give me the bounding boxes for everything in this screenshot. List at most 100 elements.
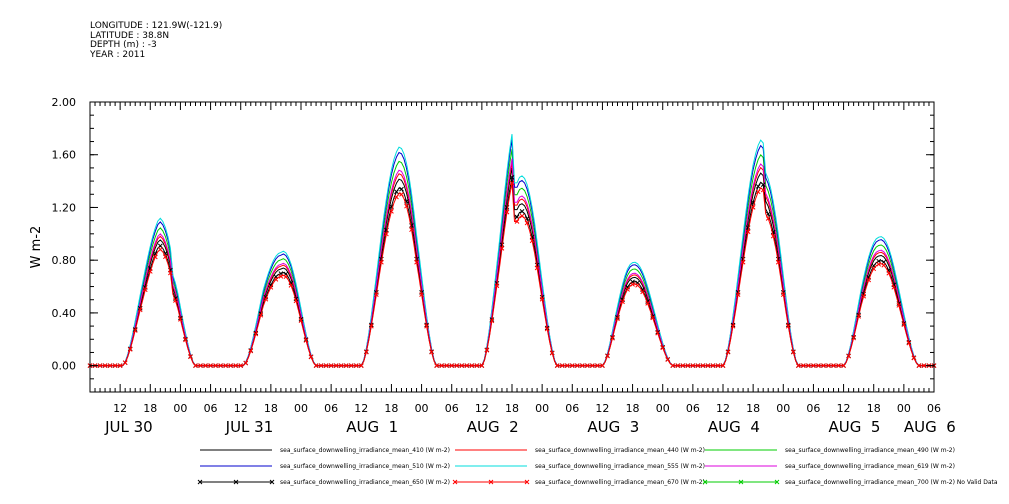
series-point — [906, 340, 912, 346]
series-point — [796, 363, 801, 368]
x-date-label: JUL 31 — [225, 418, 274, 436]
series-point — [203, 363, 208, 368]
series-point — [338, 363, 344, 368]
series-point — [439, 363, 445, 368]
series-point — [399, 186, 404, 192]
legend-marker — [702, 479, 708, 485]
series-point — [559, 363, 565, 368]
series-point — [218, 363, 223, 368]
series-point — [735, 292, 741, 297]
series-point — [379, 259, 384, 265]
legend-label: sea_surface_downwelling_irradiance_mean_… — [280, 463, 450, 470]
series-point — [509, 175, 515, 180]
series-point — [107, 363, 113, 368]
depth-label: DEPTH (m) : -3 — [90, 40, 157, 50]
series-point — [826, 363, 831, 368]
x-tick-label: 18 — [867, 402, 881, 415]
series-point — [404, 203, 409, 209]
series-point — [238, 363, 244, 368]
series-point — [328, 363, 334, 368]
series-point — [459, 363, 465, 368]
series-point — [273, 277, 279, 282]
series-point — [424, 323, 429, 329]
legend-label: sea_surface_downwelling_irradiance_mean_… — [280, 479, 450, 486]
series-line — [90, 182, 934, 367]
x-tick-label: 06 — [565, 402, 579, 415]
series-point — [213, 363, 218, 368]
legend: sea_surface_downwelling_irradiance_mean_… — [197, 447, 998, 486]
series-point — [168, 270, 173, 276]
series-point — [137, 307, 143, 313]
series-point — [655, 330, 661, 336]
x-tick-label: 00 — [415, 402, 429, 415]
series-point — [117, 363, 123, 368]
x-tick-label: 12 — [113, 402, 127, 415]
series-point — [313, 363, 319, 368]
series-point — [163, 254, 168, 260]
series-point — [650, 315, 656, 321]
x-date-label: AUG 1 — [346, 418, 398, 436]
series-point — [620, 299, 625, 305]
series-point — [499, 246, 505, 251]
series-point — [293, 298, 299, 304]
series-point — [198, 363, 203, 368]
year-label: YEAR : 2011 — [90, 49, 146, 60]
x-date-label: AUG 5 — [829, 418, 881, 436]
x-tick-label: 00 — [535, 402, 549, 415]
series-point — [750, 205, 756, 210]
series-point — [725, 349, 731, 355]
legend-marker — [488, 479, 494, 485]
series-point — [896, 303, 902, 308]
series-point — [765, 216, 771, 221]
dataset-metadata: LONGITUDE : 121.9W(-121.9) LATITUDE : 38… — [90, 21, 223, 60]
series-point — [529, 238, 535, 244]
series-point — [881, 262, 887, 268]
series-point — [630, 282, 635, 287]
series-point — [318, 363, 324, 368]
series-point — [283, 274, 289, 280]
series-point — [298, 318, 304, 323]
series-point — [871, 266, 877, 272]
legend-marker — [738, 479, 744, 485]
series-point — [579, 363, 585, 368]
x-tick-label: 00 — [776, 402, 790, 415]
series-point — [193, 363, 198, 368]
series-point — [409, 227, 414, 233]
legend-marker — [197, 479, 203, 485]
series-point — [720, 363, 726, 368]
series-point — [499, 242, 505, 248]
series-point — [208, 363, 213, 368]
series-point — [122, 360, 128, 366]
series-point — [886, 270, 892, 276]
y-tick-label: 1.60 — [52, 149, 77, 162]
legend-label: sea_surface_downwelling_irradiance_mean_… — [280, 447, 450, 454]
series-point — [469, 363, 475, 368]
series-point — [278, 273, 284, 279]
x-tick-label: 18 — [746, 402, 760, 415]
series-point — [454, 363, 460, 368]
longitude-label: LONGITUDE : 121.9W(-121.9) — [90, 21, 223, 31]
series-point — [444, 363, 450, 368]
x-tick-label: 12 — [354, 402, 368, 415]
series-point — [730, 323, 736, 329]
series-point — [474, 363, 480, 368]
series-point — [333, 363, 339, 368]
series-point — [901, 322, 907, 328]
legend-label: sea_surface_downwelling_irradiance_mean_… — [785, 479, 998, 486]
y-tick-label: 1.20 — [52, 201, 77, 214]
series-point — [152, 254, 158, 260]
legend-marker — [524, 479, 530, 485]
series-point — [780, 292, 786, 297]
series-point — [399, 192, 404, 197]
series-point — [760, 182, 766, 187]
series-point — [740, 259, 746, 265]
series-point — [414, 259, 419, 265]
series-point — [112, 363, 118, 368]
legend-marker — [774, 479, 780, 485]
series-point — [600, 363, 605, 368]
series-point — [866, 277, 872, 283]
series-point — [539, 296, 545, 302]
series-point — [816, 363, 821, 368]
series-point — [675, 363, 681, 368]
